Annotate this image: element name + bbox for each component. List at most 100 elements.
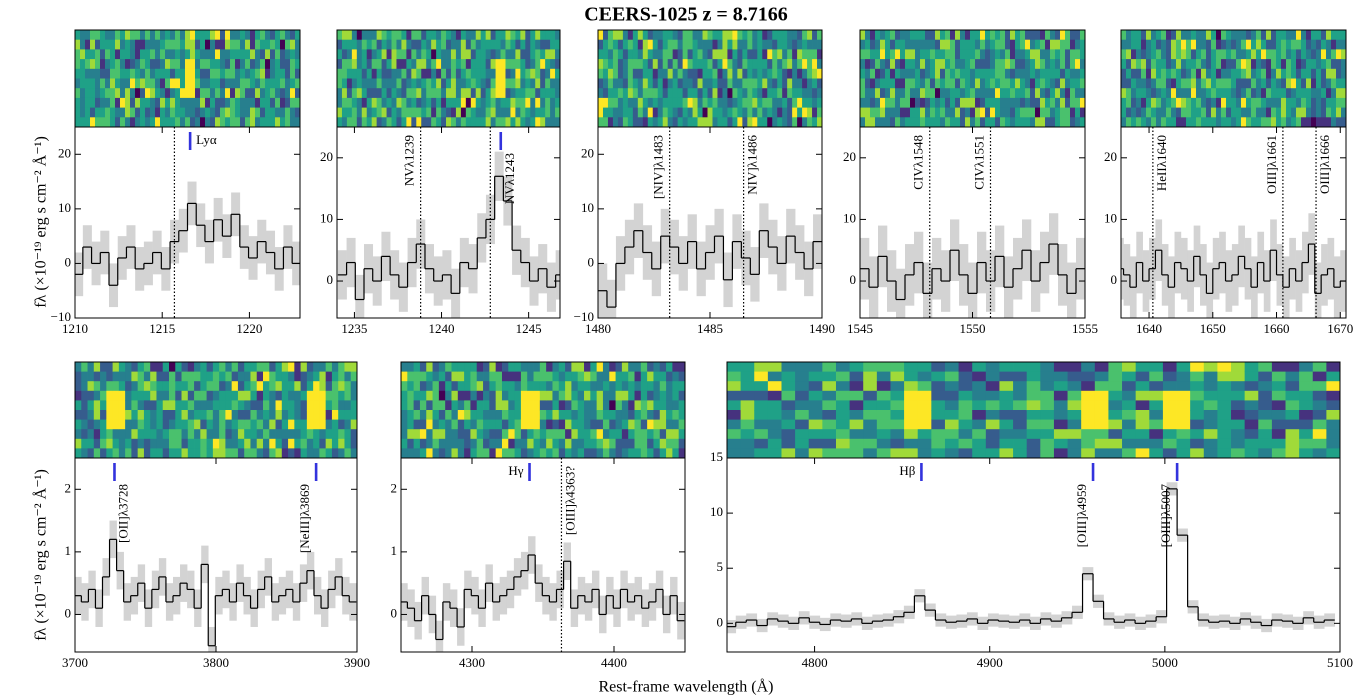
spectrum-2d-pixel bbox=[1286, 391, 1300, 401]
spectrum-2d-pixel bbox=[1045, 117, 1050, 127]
spectrum-2d-pixel bbox=[190, 49, 195, 59]
spectrum-2d-pixel bbox=[1311, 108, 1316, 118]
spectrum-2d-pixel bbox=[352, 49, 357, 59]
spectrum-2d-pixel bbox=[182, 391, 189, 401]
spectrum-2d-pixel bbox=[609, 429, 616, 439]
spectrum-2d-pixel bbox=[377, 30, 382, 40]
spectrum-2d-pixel bbox=[319, 362, 326, 372]
spectrum-2d-pixel bbox=[995, 117, 1000, 127]
spectrum-2d-pixel bbox=[1161, 108, 1166, 118]
spectrum-2d-pixel bbox=[782, 40, 787, 50]
x-tick-label: 1660 bbox=[1264, 321, 1290, 336]
spectrum-2d-pixel bbox=[190, 117, 195, 127]
spectrum-2d-pixel bbox=[483, 362, 490, 372]
spectrum-2d-pixel bbox=[918, 391, 932, 401]
spectrum-2d-pixel bbox=[1156, 49, 1161, 59]
spectrum-2d-pixel bbox=[180, 40, 185, 50]
spectrum-2d-pixel bbox=[633, 40, 638, 50]
spectrum-2d-pixel bbox=[980, 98, 985, 108]
spectrum-2d-pixel bbox=[1204, 429, 1218, 439]
spectrum-2d-pixel bbox=[995, 30, 1000, 40]
spectrum-2d-pixel bbox=[155, 117, 160, 127]
spectrum-2d-pixel bbox=[1176, 79, 1181, 89]
spectrum-2d-pixel bbox=[1035, 117, 1040, 127]
spectrum-2d-pixel bbox=[470, 400, 477, 410]
spectrum-2d-pixel bbox=[1081, 420, 1095, 430]
spectrum-2d-pixel bbox=[232, 400, 239, 410]
spectrum-2d-pixel bbox=[1136, 391, 1150, 401]
spectrum-2d-pixel bbox=[890, 381, 904, 391]
spectrum-2d-pixel bbox=[1065, 49, 1070, 59]
spectrum-2d-pixel bbox=[1136, 420, 1150, 430]
spectrum-2d-pixel bbox=[194, 381, 201, 391]
spectrum-2d-pixel bbox=[565, 400, 572, 410]
spectrum-2d-pixel bbox=[294, 391, 301, 401]
spectrum-2d-pixel bbox=[1000, 98, 1005, 108]
spectrum-2d-pixel bbox=[230, 98, 235, 108]
spectrum-2d-pixel bbox=[200, 108, 205, 118]
spectrum-2d-pixel bbox=[1050, 98, 1055, 108]
spectrum-2d-pixel bbox=[1055, 98, 1060, 108]
spectrum-2d-pixel bbox=[628, 117, 633, 127]
spectrum-2d-pixel bbox=[342, 79, 347, 89]
spectrum-2d-pixel bbox=[520, 40, 525, 50]
spectrum-2d-pixel bbox=[850, 410, 864, 420]
spectrum-2d-pixel bbox=[150, 420, 157, 430]
spectrum-2d-pixel bbox=[1015, 40, 1020, 50]
spectrum-2d-pixel bbox=[955, 49, 960, 59]
spectrum-2d-pixel bbox=[313, 391, 320, 401]
spectrum-2d-pixel bbox=[679, 410, 686, 420]
spectrum-2d-pixel bbox=[362, 79, 367, 89]
spectrum-2d-pixel bbox=[1316, 108, 1321, 118]
spectrum-2d-pixel bbox=[737, 108, 742, 118]
spectrum-2d-pixel bbox=[240, 59, 245, 69]
spectrum-2d-pixel bbox=[200, 448, 207, 458]
spectrum-2d-pixel bbox=[1251, 59, 1256, 69]
spectrum-2d-pixel bbox=[1272, 381, 1286, 391]
x-tick-label: 1220 bbox=[236, 321, 262, 336]
spectrum-2d-pixel bbox=[1151, 49, 1156, 59]
spectrum-2d-pixel bbox=[515, 117, 520, 127]
spectrum-2d-pixel bbox=[990, 108, 995, 118]
spectrum-2d-pixel bbox=[520, 69, 525, 79]
spectrum-2d-pixel bbox=[1336, 49, 1341, 59]
spectrum-2d-pixel bbox=[727, 40, 732, 50]
spectrum-2d-pixel bbox=[250, 117, 255, 127]
spectrum-2d-pixel bbox=[175, 429, 182, 439]
x-tick-label: 4400 bbox=[601, 655, 627, 670]
spectrum-2d-pixel bbox=[970, 30, 975, 40]
spectrum-2d-pixel bbox=[1121, 108, 1126, 118]
spectrum-2d-pixel bbox=[200, 59, 205, 69]
spectrum-2d-pixel bbox=[1336, 117, 1341, 127]
spectrum-2d-pixel bbox=[505, 49, 510, 59]
spectrum-2d-pixel bbox=[160, 117, 165, 127]
x-tick-label: 3700 bbox=[62, 655, 88, 670]
spectrum-2d-pixel bbox=[985, 49, 990, 59]
spectrum-2d-pixel bbox=[125, 30, 130, 40]
line-label: [NIV]λ1483 bbox=[651, 135, 666, 199]
spectrum-2d-pixel bbox=[337, 117, 342, 127]
spectrum-2d-pixel bbox=[491, 59, 496, 69]
spectrum-2d-pixel bbox=[496, 381, 503, 391]
spectrum-2d-pixel bbox=[1000, 117, 1005, 127]
spectrum-2d-pixel bbox=[812, 69, 817, 79]
spectrum-2d-pixel bbox=[382, 49, 387, 59]
spectrum-2d-pixel bbox=[255, 30, 260, 40]
spectrum-2d-pixel bbox=[980, 108, 985, 118]
spectrum-2d-pixel bbox=[357, 79, 362, 89]
spectrum-2d-pixel bbox=[1131, 40, 1136, 50]
spectrum-2d-pixel bbox=[679, 381, 686, 391]
spectrum-2d-pixel bbox=[900, 88, 905, 98]
spectrum-2d-pixel bbox=[807, 59, 812, 69]
spectrum-2d-pixel bbox=[890, 117, 895, 127]
spectrum-2d-pixel bbox=[110, 79, 115, 89]
spectrum-2d-pixel bbox=[1236, 117, 1241, 127]
spectrum-2d-pixel bbox=[782, 117, 787, 127]
spectrum-2d-pixel bbox=[565, 381, 572, 391]
spectrum-2d-pixel bbox=[613, 117, 618, 127]
spectrum-2d-pixel bbox=[372, 79, 377, 89]
spectrum-2d-pixel bbox=[476, 30, 481, 40]
spectrum-2d-pixel bbox=[225, 391, 232, 401]
spectrum-2d-pixel bbox=[1313, 381, 1327, 391]
spectrum-2d-pixel bbox=[1211, 59, 1216, 69]
